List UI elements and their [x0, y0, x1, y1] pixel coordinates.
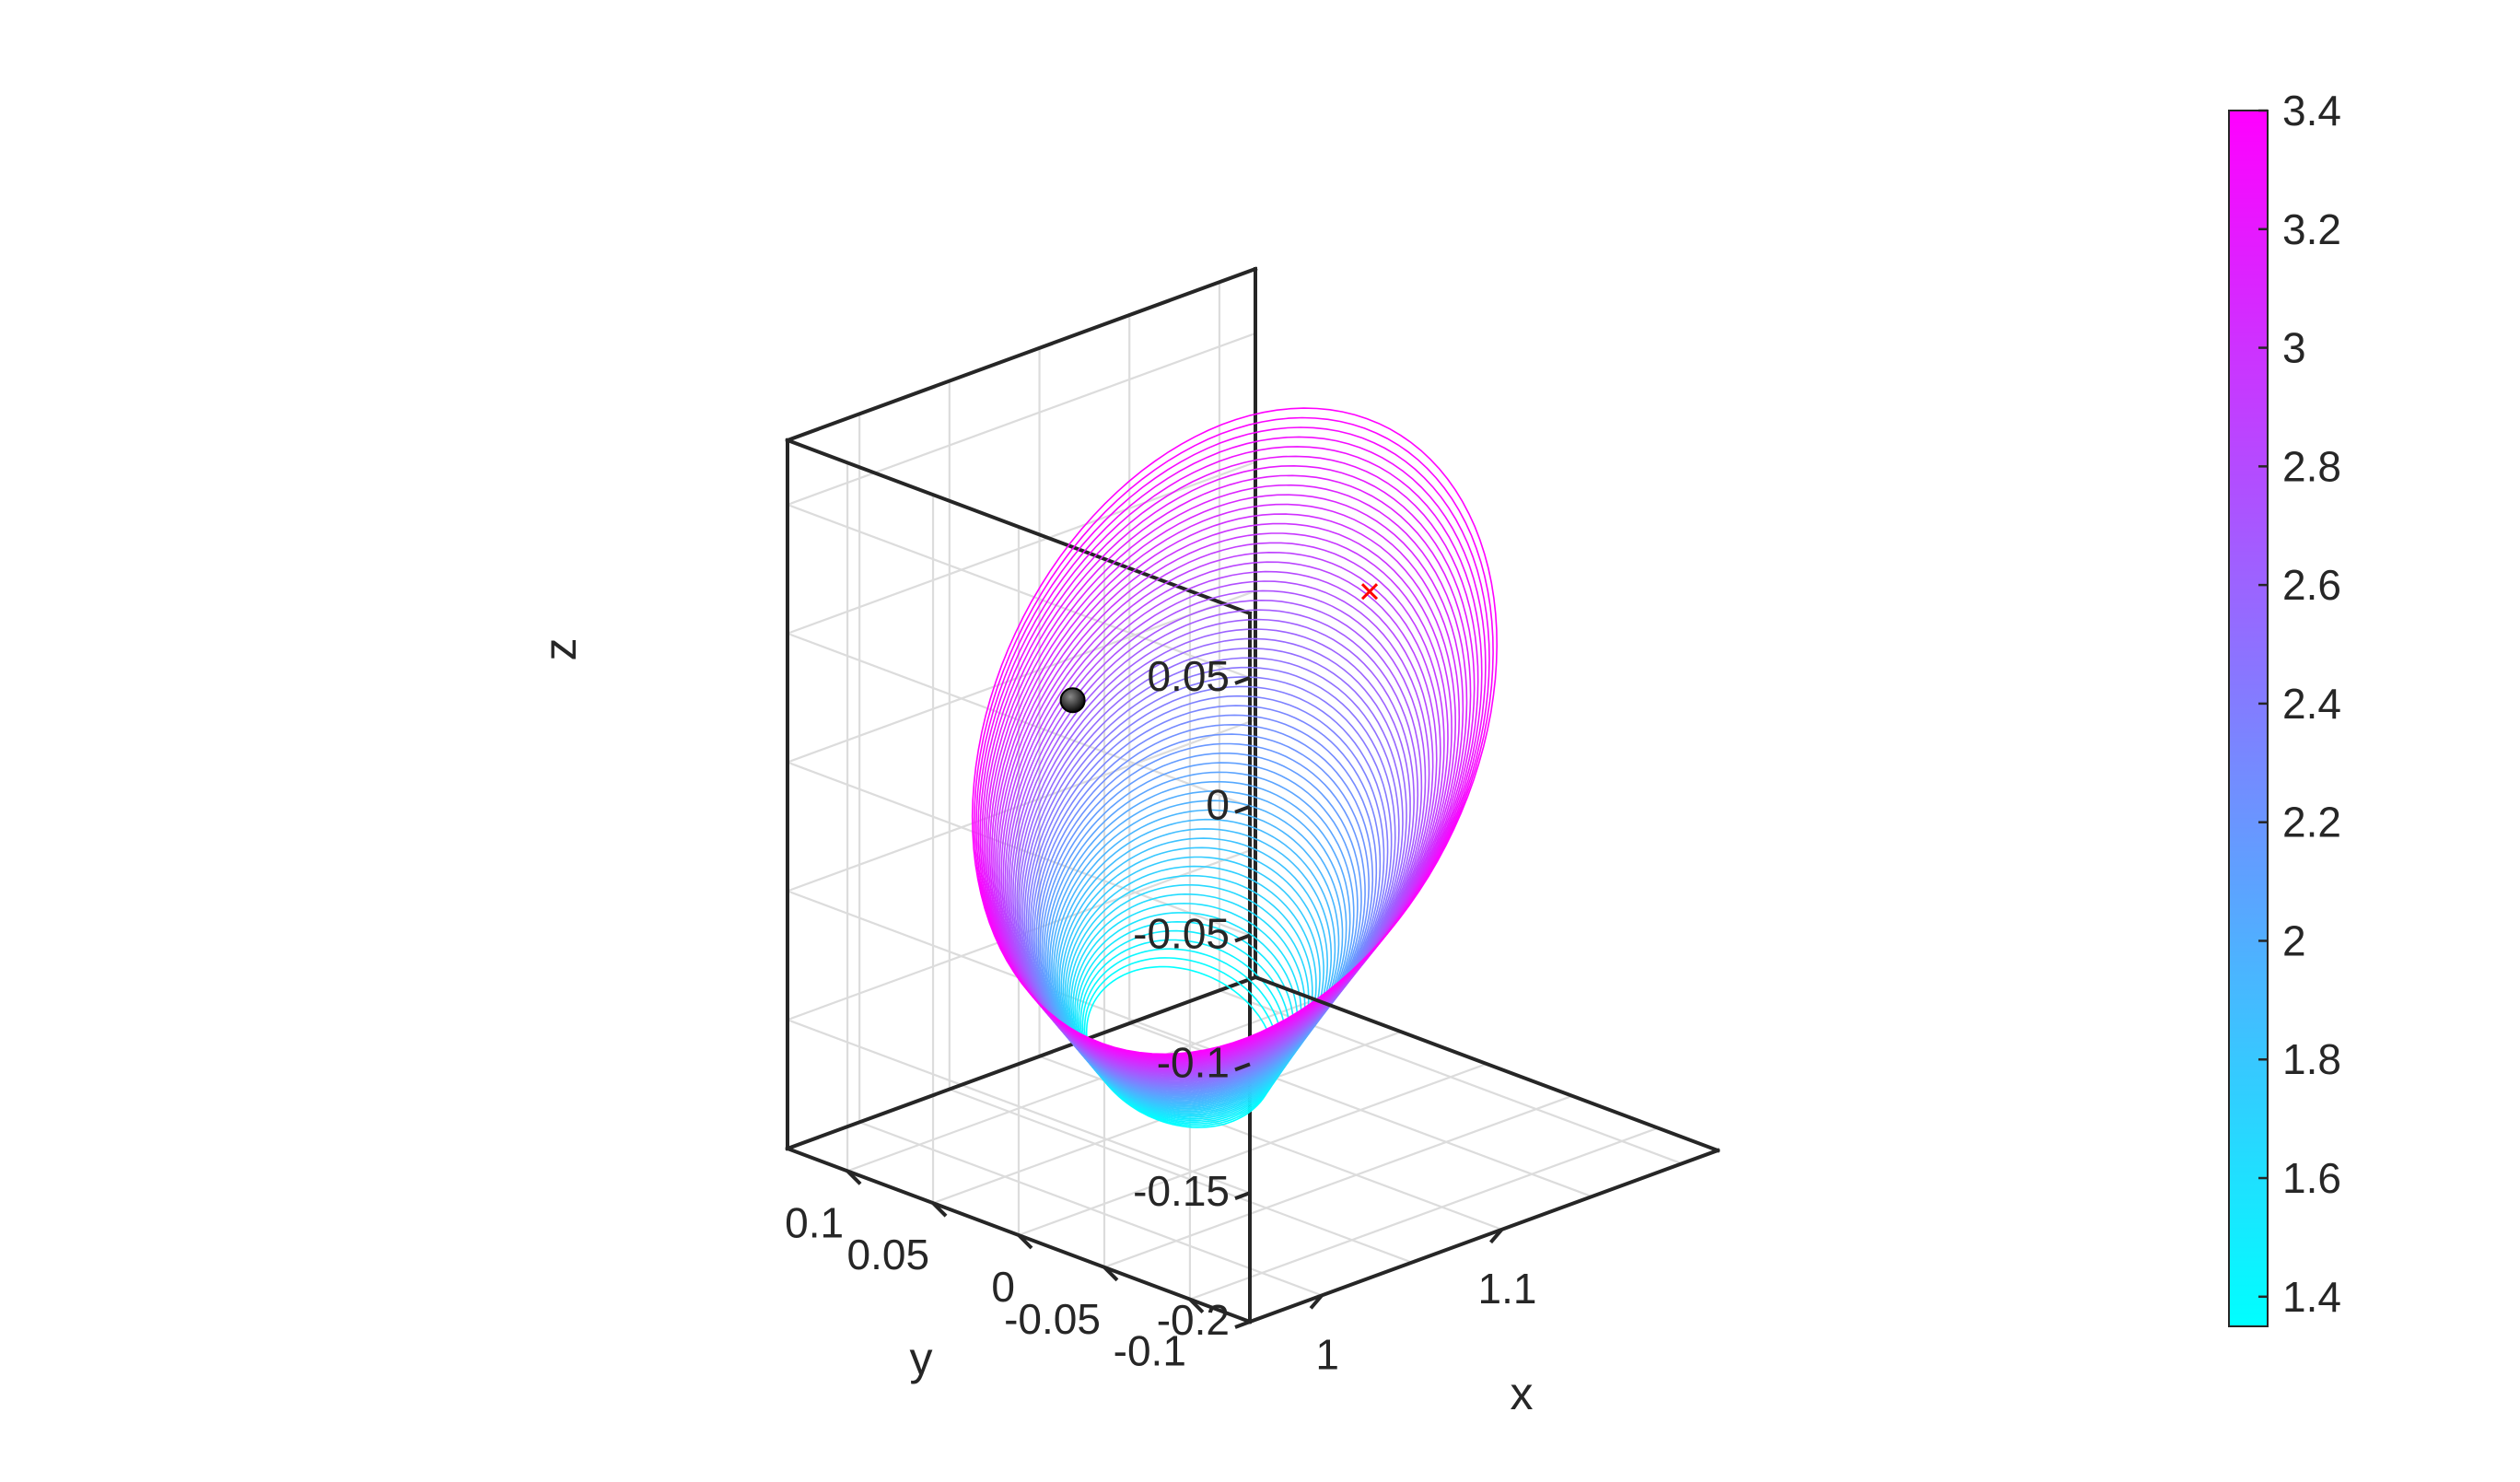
y-tick — [846, 1169, 862, 1185]
z-tick — [1234, 676, 1251, 685]
x-tick-label: 1.1 — [1478, 1265, 1537, 1313]
orbit-curve — [1000, 551, 1441, 1072]
orbit-curve — [993, 513, 1457, 1068]
axes-box-edge — [785, 438, 1253, 616]
x-tick — [1309, 1294, 1324, 1310]
orbit-family — [971, 407, 1499, 1128]
secondary-body-marker — [1059, 687, 1086, 714]
y-axis-label: y — [910, 1333, 933, 1384]
orbit-curve — [1029, 694, 1385, 1089]
y-tick-label: 0 — [991, 1263, 1015, 1311]
orbit-curve — [971, 407, 1499, 1056]
z-tick-label: -0.05 — [1133, 910, 1230, 958]
colorbar-tick-label: 1.8 — [2282, 1035, 2341, 1083]
grid-line — [787, 1019, 1251, 1195]
grid-line — [846, 998, 1316, 1173]
z-tick-label: -0.1 — [1157, 1038, 1230, 1086]
orbit-curve — [1033, 714, 1378, 1091]
y-tick — [931, 1201, 948, 1218]
grid-line — [1189, 1126, 1659, 1301]
orbit-curve — [973, 416, 1494, 1056]
colorbar-tick-label: 2.8 — [2282, 442, 2341, 490]
grid-line — [787, 761, 1251, 937]
orbit-curve — [1009, 599, 1423, 1078]
orbit-curve — [981, 455, 1479, 1061]
y-tick-label: -0.1 — [1114, 1327, 1186, 1375]
colorbar-ticks: 3.4 3.2 3 2.8 2.6 2.4 2.2 2 1.8 1.6 1.4 — [2258, 87, 2341, 1321]
z-tick — [1234, 933, 1251, 943]
axes-box-edge — [1247, 1148, 1721, 1324]
orbit-curve — [975, 426, 1490, 1057]
orbit-curve — [983, 464, 1476, 1062]
axes-box-back — [785, 266, 1258, 1324]
colorbar-tick-label: 1.6 — [2282, 1154, 2341, 1202]
orbit-curve — [997, 532, 1449, 1069]
orbit-curve — [1012, 609, 1419, 1079]
colorbar-tick-label: 3 — [2282, 324, 2306, 372]
orbit-curve — [995, 522, 1452, 1068]
y-tick-label: -0.05 — [1004, 1295, 1101, 1343]
y-tick — [1188, 1298, 1205, 1314]
z-tick-label: -0.15 — [1133, 1167, 1230, 1215]
colorbar-tick-label: 2.6 — [2282, 561, 2341, 609]
orbit-curve — [1023, 666, 1396, 1085]
marker-stroke — [1360, 583, 1379, 601]
grid-line — [1018, 1062, 1488, 1237]
colorbar-tick-label: 3.4 — [2282, 87, 2341, 134]
x-tick — [1489, 1228, 1504, 1244]
colorbar-tick-label: 1.4 — [2282, 1273, 2341, 1321]
markers — [1059, 583, 1379, 714]
orbit-curve — [986, 484, 1468, 1064]
grid-line — [787, 332, 1256, 506]
orbit-curve — [990, 503, 1461, 1067]
colorbar — [2228, 110, 2269, 1327]
axes-box-edge — [785, 974, 1258, 1151]
axes-box-front — [1247, 974, 1721, 1324]
z-tick-label: 0 — [1206, 781, 1230, 829]
orbit-curve — [1002, 561, 1438, 1073]
y-tick — [1017, 1233, 1033, 1250]
orbit-curve — [1014, 618, 1416, 1079]
colorbar-tick-label: 2.4 — [2282, 680, 2341, 728]
x-tick-label: 1 — [1315, 1330, 1339, 1378]
orbit-curve — [985, 474, 1472, 1063]
colorbar-tick-label: 2.2 — [2282, 799, 2341, 846]
orbit-curve — [977, 436, 1487, 1058]
axis-ticks: 0.050-0.05-0.1-0.15-0.20.10.050-0.05-0.1… — [785, 652, 1536, 1378]
z-axis-label: z — [534, 638, 586, 661]
z-tick — [1234, 1062, 1251, 1072]
y-tick-label: 0.05 — [847, 1231, 930, 1278]
z-tick — [1234, 1191, 1251, 1201]
z-tick-label: 0.05 — [1147, 652, 1230, 700]
y-tick-label: 0.1 — [785, 1198, 844, 1246]
z-tick — [1234, 804, 1251, 814]
axes-box-edge — [1253, 974, 1721, 1153]
z-tick — [1234, 1320, 1251, 1329]
orbit-curve — [1004, 570, 1434, 1074]
grid-line — [1103, 1094, 1573, 1268]
x-axis-label: x — [1511, 1368, 1534, 1419]
axes-box-edge — [785, 266, 1258, 443]
orbit-curve — [1006, 580, 1430, 1075]
y-tick — [1102, 1266, 1119, 1282]
equilibrium-point-marker — [1360, 583, 1379, 601]
colorbar-tick-label: 3.2 — [2282, 205, 2341, 253]
colorbar-tick-label: 2 — [2282, 916, 2306, 964]
